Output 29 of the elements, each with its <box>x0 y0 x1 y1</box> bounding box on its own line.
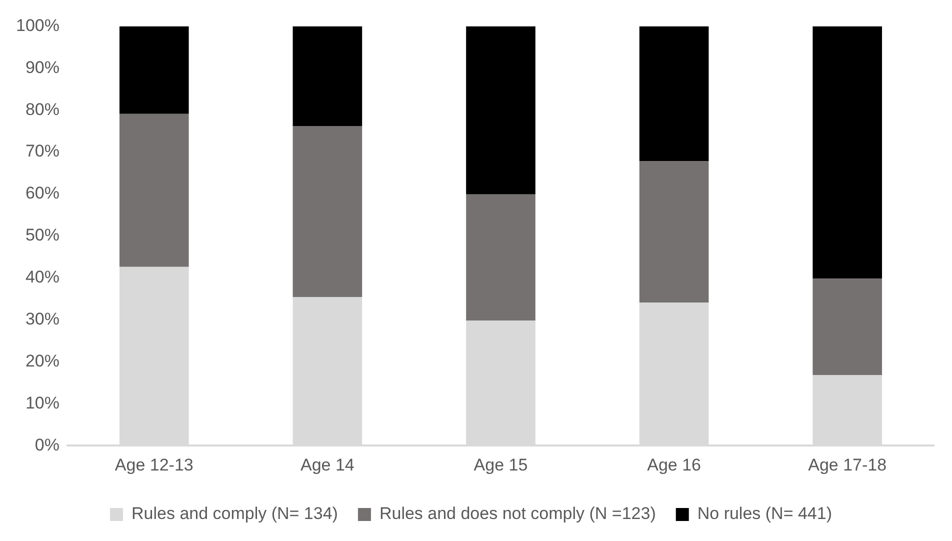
bar <box>292 126 362 298</box>
y-tick-label: 90% <box>25 58 60 77</box>
bar <box>639 161 709 303</box>
bar <box>466 194 536 321</box>
x-tick-label: Age 15 <box>474 455 528 474</box>
legend-label: No rules (N= 441) <box>697 504 832 524</box>
y-tick-label: 70% <box>25 142 60 161</box>
x-tick-label: Age 16 <box>647 455 701 474</box>
y-tick-label: 30% <box>25 309 60 328</box>
y-tick-label: 0% <box>34 435 60 454</box>
x-tick-label: Age 17-18 <box>808 455 887 474</box>
y-tick-label: 80% <box>25 100 60 119</box>
x-tick-label: Age 12-13 <box>114 455 194 474</box>
bar <box>119 26 189 114</box>
y-tick-label: 50% <box>25 226 60 245</box>
legend-label: Rules and does not comply (N =123) <box>379 504 656 524</box>
bar <box>812 278 882 376</box>
x-tick-label: Age 14 <box>300 455 354 474</box>
y-tick-label: 60% <box>25 184 60 203</box>
y-tick-label: 10% <box>25 393 60 412</box>
bar <box>466 26 536 194</box>
legend-label: Rules and comply (N= 134) <box>132 504 338 524</box>
bar <box>119 114 189 267</box>
y-tick-label: 100% <box>16 16 60 35</box>
bar <box>639 26 709 162</box>
y-tick-label: 40% <box>25 268 60 287</box>
bar <box>812 26 882 279</box>
y-tick-label: 20% <box>25 351 60 370</box>
bar <box>292 26 362 126</box>
